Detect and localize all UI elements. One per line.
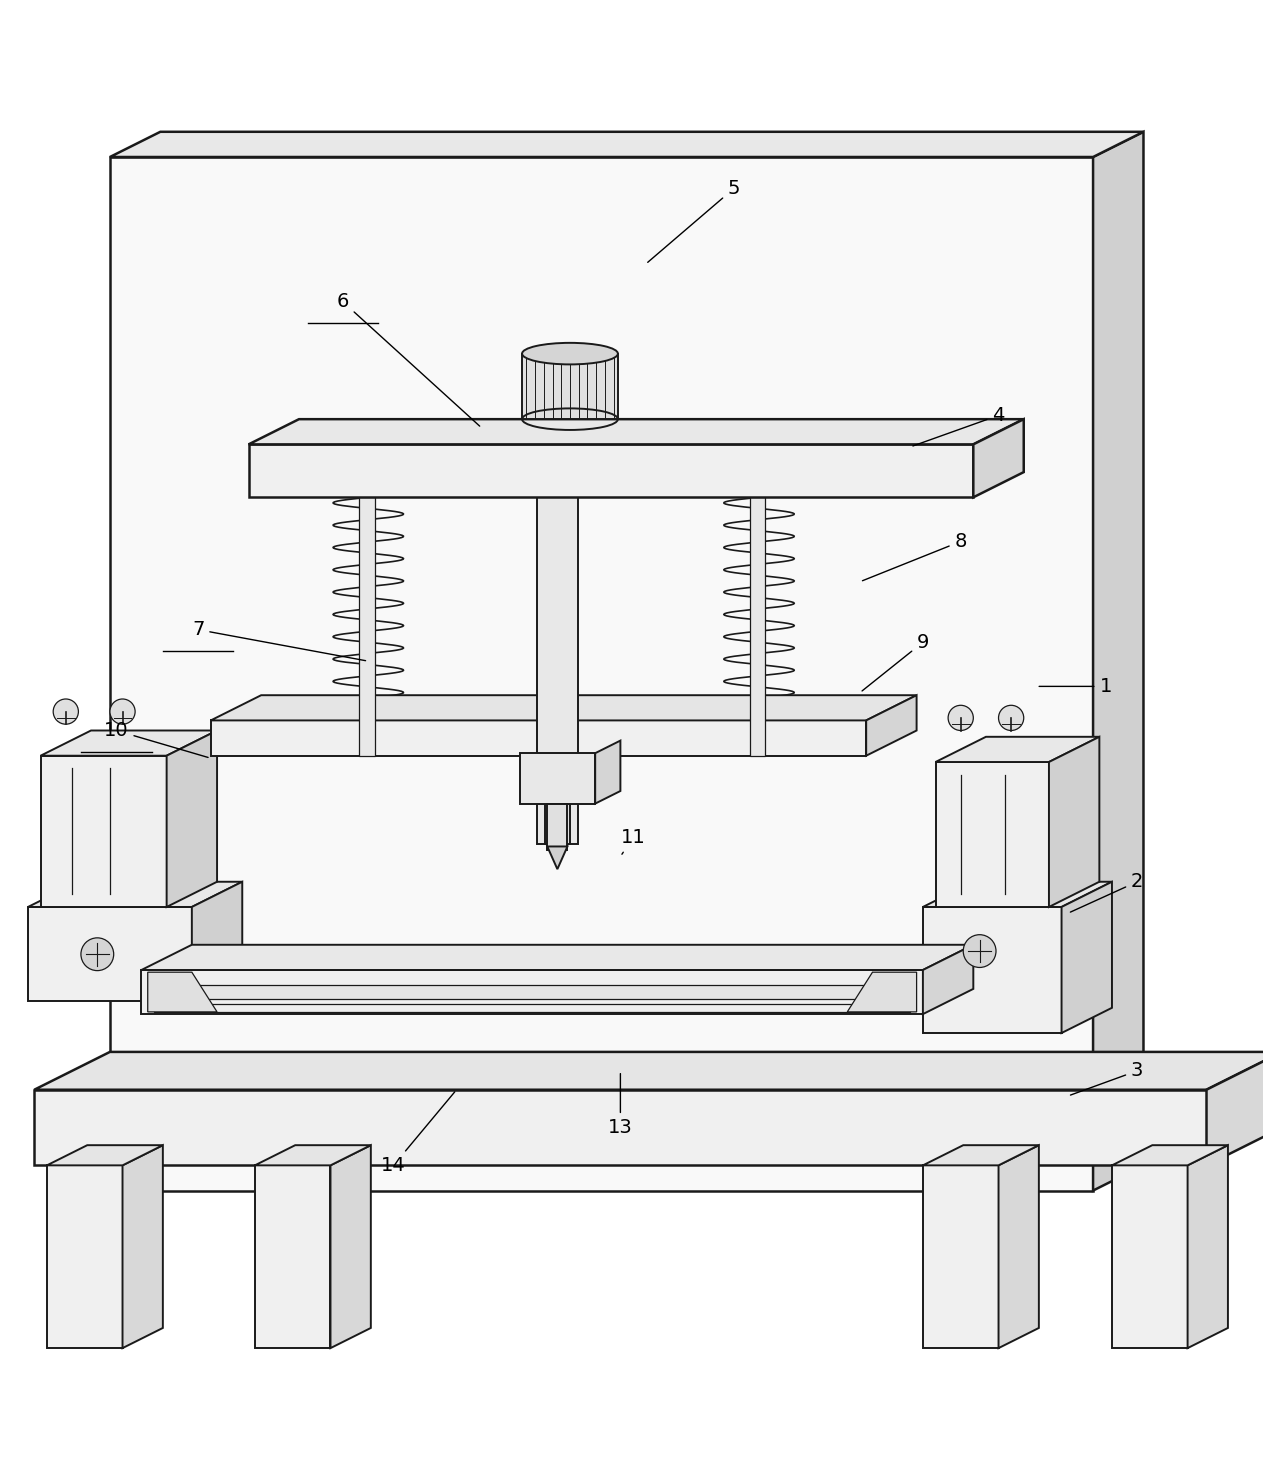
Text: 11: 11	[620, 828, 646, 855]
Polygon shape	[1206, 1052, 1266, 1166]
Bar	[923, 907, 1062, 1033]
Text: 14: 14	[381, 1091, 454, 1175]
Polygon shape	[110, 131, 1143, 156]
Polygon shape	[1112, 1145, 1228, 1166]
Text: 8: 8	[862, 532, 967, 580]
Polygon shape	[595, 741, 620, 804]
Bar	[41, 755, 167, 907]
Polygon shape	[923, 1145, 1039, 1166]
Text: 6: 6	[337, 292, 480, 427]
Circle shape	[110, 698, 135, 725]
Polygon shape	[248, 419, 1024, 444]
Polygon shape	[210, 695, 917, 720]
Bar	[154, 985, 910, 999]
Bar	[537, 497, 577, 844]
Bar	[544, 755, 570, 844]
Bar	[142, 970, 923, 1014]
Circle shape	[948, 706, 974, 730]
Ellipse shape	[522, 343, 618, 364]
Bar	[154, 1004, 910, 1012]
Polygon shape	[923, 945, 974, 1014]
Circle shape	[53, 698, 78, 725]
Polygon shape	[28, 882, 242, 907]
Text: 13: 13	[608, 1074, 633, 1137]
Bar	[923, 1166, 999, 1349]
Text: 7: 7	[192, 619, 366, 660]
Polygon shape	[547, 846, 567, 869]
Polygon shape	[142, 945, 974, 970]
Circle shape	[999, 706, 1024, 730]
Bar	[1112, 1166, 1188, 1349]
Bar	[110, 156, 1093, 1191]
Polygon shape	[847, 972, 917, 1012]
Text: 2: 2	[1070, 872, 1143, 912]
Text: 9: 9	[862, 633, 929, 691]
Polygon shape	[254, 1145, 371, 1166]
Text: 5: 5	[648, 180, 741, 263]
Polygon shape	[974, 419, 1024, 497]
Bar	[751, 497, 766, 755]
Polygon shape	[41, 730, 216, 755]
Polygon shape	[866, 695, 917, 755]
Polygon shape	[936, 736, 1099, 763]
Polygon shape	[1062, 882, 1112, 1033]
Bar	[47, 1166, 123, 1349]
Polygon shape	[999, 1145, 1039, 1349]
Polygon shape	[923, 882, 1112, 907]
Polygon shape	[167, 730, 216, 907]
Polygon shape	[148, 972, 216, 1012]
Bar	[254, 1166, 330, 1349]
Bar	[248, 444, 974, 497]
Text: 1: 1	[1039, 676, 1112, 695]
Bar	[936, 763, 1050, 907]
Text: 3: 3	[1071, 1061, 1143, 1096]
Bar	[519, 754, 595, 804]
Bar	[28, 907, 192, 1001]
Text: 10: 10	[104, 720, 208, 757]
Polygon shape	[1050, 736, 1099, 907]
Polygon shape	[47, 1145, 163, 1166]
Polygon shape	[1188, 1145, 1228, 1349]
Bar	[360, 497, 375, 755]
Bar	[34, 1090, 1206, 1166]
Circle shape	[963, 935, 996, 967]
Polygon shape	[123, 1145, 163, 1349]
Polygon shape	[34, 1052, 1266, 1090]
Bar	[522, 354, 618, 419]
Polygon shape	[1093, 131, 1143, 1191]
Bar	[547, 804, 567, 850]
Bar	[210, 720, 866, 755]
Polygon shape	[330, 1145, 371, 1349]
Circle shape	[81, 938, 114, 970]
Polygon shape	[192, 882, 242, 1001]
Text: 4: 4	[913, 406, 1005, 446]
